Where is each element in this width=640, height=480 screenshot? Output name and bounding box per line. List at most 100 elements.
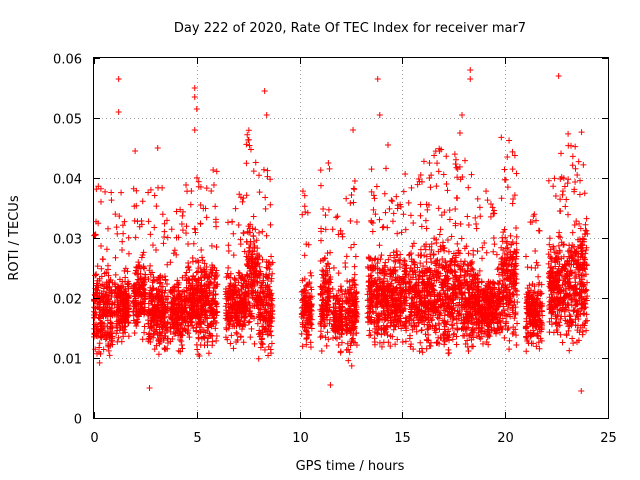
data-point bbox=[195, 334, 202, 341]
data-point bbox=[413, 328, 420, 335]
data-point bbox=[234, 337, 241, 344]
data-point bbox=[244, 256, 251, 263]
data-point bbox=[502, 255, 509, 262]
data-point bbox=[226, 294, 233, 301]
data-point bbox=[147, 338, 154, 345]
data-point bbox=[378, 252, 385, 259]
data-point bbox=[349, 324, 356, 331]
data-point bbox=[124, 281, 131, 288]
data-point bbox=[441, 291, 448, 298]
data-point bbox=[465, 222, 472, 229]
data-point bbox=[233, 317, 240, 324]
data-point bbox=[133, 289, 140, 296]
data-point bbox=[383, 270, 390, 277]
data-point bbox=[483, 249, 490, 256]
data-point bbox=[511, 192, 518, 199]
data-point bbox=[303, 241, 310, 248]
data-point bbox=[405, 199, 412, 206]
data-point bbox=[367, 306, 374, 313]
data-point bbox=[266, 290, 273, 297]
data-point bbox=[170, 284, 177, 291]
data-point bbox=[459, 332, 466, 339]
data-point bbox=[178, 306, 185, 313]
data-point bbox=[372, 325, 379, 332]
data-point bbox=[396, 281, 403, 288]
data-point bbox=[114, 320, 121, 327]
data-point bbox=[268, 253, 275, 260]
data-point bbox=[491, 241, 498, 248]
data-point bbox=[119, 278, 126, 285]
data-point bbox=[420, 294, 427, 301]
data-point bbox=[505, 325, 512, 332]
data-point bbox=[197, 282, 204, 289]
data-point bbox=[224, 336, 231, 343]
data-point bbox=[374, 317, 381, 324]
data-point bbox=[151, 224, 158, 231]
data-point bbox=[393, 248, 400, 255]
data-point bbox=[479, 255, 486, 262]
data-point bbox=[325, 206, 332, 213]
data-point bbox=[454, 174, 461, 181]
data-point bbox=[210, 315, 217, 322]
data-point bbox=[141, 323, 148, 330]
data-point bbox=[425, 331, 432, 338]
data-point bbox=[350, 199, 357, 206]
data-point bbox=[394, 230, 401, 237]
data-point bbox=[444, 276, 451, 283]
data-point bbox=[351, 186, 358, 193]
data-point bbox=[104, 332, 111, 339]
data-point bbox=[160, 296, 167, 303]
data-point bbox=[163, 321, 170, 328]
data-point bbox=[199, 302, 206, 309]
data-point bbox=[522, 253, 529, 260]
data-point bbox=[121, 267, 128, 274]
data-point bbox=[451, 151, 458, 158]
data-point bbox=[185, 240, 192, 247]
data-point bbox=[403, 327, 410, 334]
data-point bbox=[104, 285, 111, 292]
data-point bbox=[435, 168, 442, 175]
data-point bbox=[422, 315, 429, 322]
data-point bbox=[470, 247, 477, 254]
data-point bbox=[174, 327, 181, 334]
data-point bbox=[418, 178, 425, 185]
data-point bbox=[163, 327, 170, 334]
data-point bbox=[265, 323, 272, 330]
data-point bbox=[108, 338, 115, 345]
data-point bbox=[419, 287, 426, 294]
data-point bbox=[267, 201, 274, 208]
data-point bbox=[169, 303, 176, 310]
data-point bbox=[252, 226, 259, 233]
data-point bbox=[246, 244, 253, 251]
data-point bbox=[438, 284, 445, 291]
data-point bbox=[317, 320, 324, 327]
data-point bbox=[421, 243, 428, 250]
data-point bbox=[469, 303, 476, 310]
data-point bbox=[262, 282, 269, 289]
data-point bbox=[501, 334, 508, 341]
data-point bbox=[111, 289, 118, 296]
data-point bbox=[269, 295, 276, 302]
data-point bbox=[332, 311, 338, 318]
data-point bbox=[465, 250, 472, 257]
data-point bbox=[198, 247, 205, 254]
data-point bbox=[96, 344, 103, 351]
data-point bbox=[145, 189, 152, 196]
data-point bbox=[119, 319, 126, 326]
data-point bbox=[423, 253, 430, 260]
data-point bbox=[347, 218, 354, 225]
data-point bbox=[440, 245, 447, 252]
data-point bbox=[329, 226, 336, 233]
data-point bbox=[209, 262, 215, 269]
data-point bbox=[317, 328, 324, 335]
data-point bbox=[329, 334, 336, 341]
data-point bbox=[503, 240, 510, 247]
data-point bbox=[260, 272, 267, 279]
data-point bbox=[349, 335, 356, 342]
data-point bbox=[474, 311, 481, 318]
data-point bbox=[147, 231, 154, 238]
data-point bbox=[250, 168, 257, 175]
data-point bbox=[463, 243, 470, 250]
data-point bbox=[183, 223, 190, 230]
data-point bbox=[432, 271, 439, 278]
